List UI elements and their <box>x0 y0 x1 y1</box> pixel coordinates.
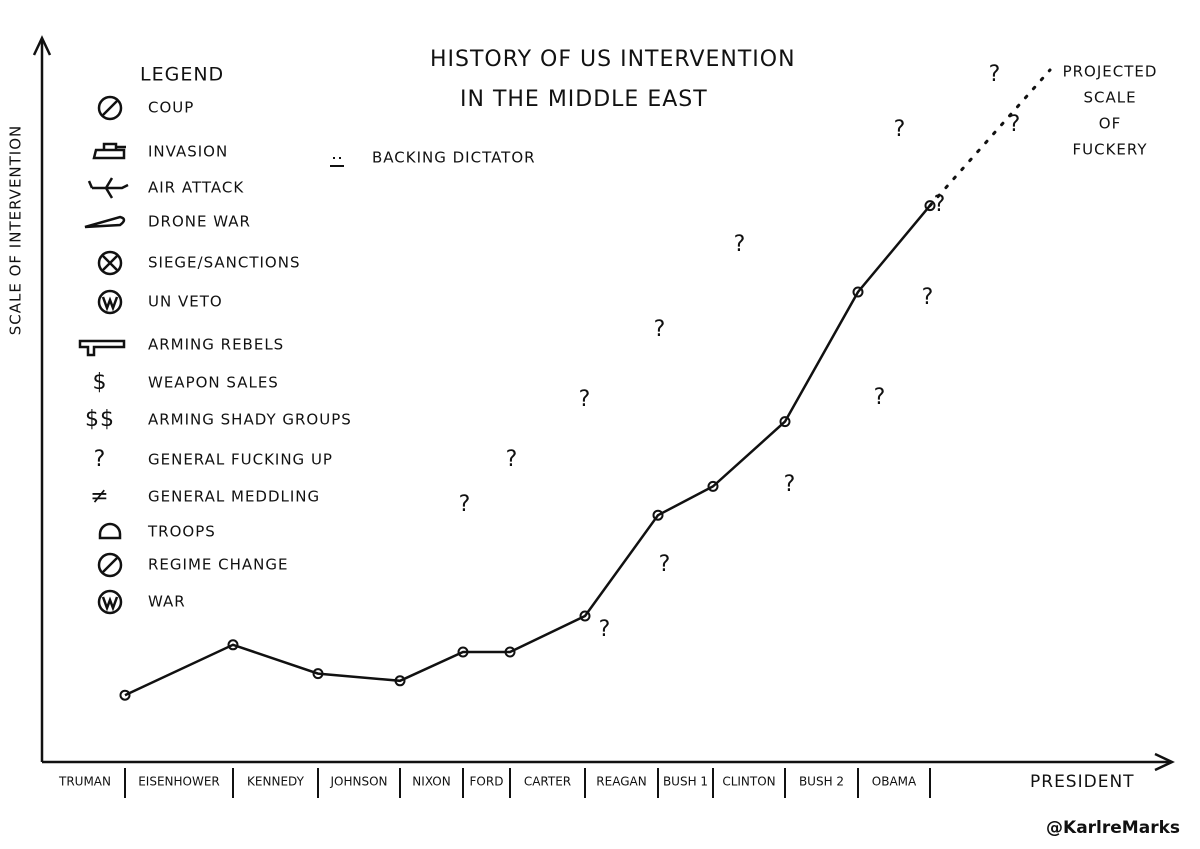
chart-title: HISTORY OF US INTERVENTION <box>430 47 796 72</box>
legend-label: BACKING DICTATOR <box>372 149 536 167</box>
legend-icon <box>101 296 119 312</box>
legend-icon <box>78 339 126 357</box>
legend-label: INVASION <box>148 143 228 161</box>
legend-icon <box>97 95 123 121</box>
axis-arrows <box>32 35 1175 772</box>
x-tick-label: CARTER <box>524 775 571 789</box>
point <box>579 610 591 622</box>
projection-label: OF <box>1099 115 1121 133</box>
point <box>652 509 664 521</box>
question-mark: ? <box>989 62 1002 87</box>
question-mark: ? <box>599 617 612 642</box>
question-mark: ? <box>579 387 592 412</box>
legend-label: DRONE WAR <box>148 213 251 231</box>
legend-label: REGIME CHANGE <box>148 556 288 574</box>
x-axis-label: PRESIDENT <box>1030 772 1135 792</box>
projection-line <box>928 68 1052 208</box>
chart-subtitle: IN THE MIDDLE EAST <box>460 87 708 112</box>
x-tick-label: REAGAN <box>596 775 646 789</box>
x-tick-label: BUSH 1 <box>663 775 708 789</box>
legend-icon <box>87 177 129 199</box>
legend-icon <box>97 589 123 615</box>
legend-icon <box>101 596 119 612</box>
x-tick-label: FORD <box>470 775 504 789</box>
point <box>457 646 469 658</box>
legend-label: TROOPS <box>147 523 216 541</box>
legend-icon <box>102 557 118 573</box>
legend-icon <box>92 142 126 160</box>
question-mark: ? <box>934 192 947 217</box>
point <box>119 689 131 701</box>
point <box>924 200 936 212</box>
legend-icon <box>97 250 123 276</box>
x-tick-label: OBAMA <box>872 775 917 789</box>
legend-label: UN VETO <box>148 293 223 311</box>
question-mark: ? <box>659 552 672 577</box>
point <box>504 646 516 658</box>
question-mark: ? <box>459 492 472 517</box>
legend-icon <box>98 522 122 540</box>
projection-label: FUCKERY <box>1072 141 1147 159</box>
legend-label: ARMING REBELS <box>148 336 284 354</box>
x-tick-label: NIXON <box>412 775 450 789</box>
point <box>779 416 791 428</box>
legend-symbol: ≠ <box>90 484 109 509</box>
question-mark: ? <box>874 385 887 410</box>
legend-symbol: $ <box>93 370 108 395</box>
legend-label: WAR <box>148 593 186 611</box>
point <box>312 668 324 680</box>
legend-title: LEGEND <box>140 64 224 86</box>
point <box>227 639 239 651</box>
question-mark: ? <box>734 232 747 257</box>
trend-line <box>124 204 931 697</box>
legend-icon <box>102 100 118 116</box>
question-mark: ? <box>506 447 519 472</box>
x-tick-label: EISENHOWER <box>138 775 220 789</box>
projection-label: SCALE <box>1083 89 1136 107</box>
question-mark: ? <box>654 317 667 342</box>
x-tick-label: BUSH 2 <box>799 775 844 789</box>
question-mark: ? <box>922 285 935 310</box>
legend-label: COUP <box>148 99 194 117</box>
y-axis-label: SCALE OF INTERVENTION <box>7 125 25 336</box>
point <box>852 286 864 298</box>
legend-label: GENERAL MEDDLING <box>148 488 320 506</box>
legend-icon <box>102 255 118 271</box>
credit: @KarlreMarks <box>1046 818 1180 838</box>
legend-symbol: ? <box>94 447 107 472</box>
legend-icon <box>97 289 123 315</box>
legend-label: AIR ATTACK <box>148 179 244 197</box>
legend-icon <box>330 157 344 167</box>
x-tick-label: CLINTON <box>722 775 775 789</box>
legend-symbol: $$ <box>85 407 115 432</box>
x-tick-label: TRUMAN <box>58 775 111 789</box>
question-mark: ? <box>1009 112 1022 137</box>
projection-label: PROJECTED <box>1063 63 1158 81</box>
question-mark: ? <box>784 472 797 497</box>
legend-icon <box>84 215 126 229</box>
x-tick-label: JOHNSON <box>329 775 387 789</box>
point <box>707 480 719 492</box>
legend-icon <box>97 552 123 578</box>
question-mark: ? <box>894 117 907 142</box>
legend-label: ARMING SHADY GROUPS <box>148 411 352 429</box>
legend-label: SIEGE/SANCTIONS <box>148 254 300 272</box>
legend-label: WEAPON SALES <box>148 374 279 392</box>
point <box>394 675 406 687</box>
x-tick-label: KENNEDY <box>247 775 305 789</box>
legend-label: GENERAL FUCKING UP <box>148 451 333 469</box>
